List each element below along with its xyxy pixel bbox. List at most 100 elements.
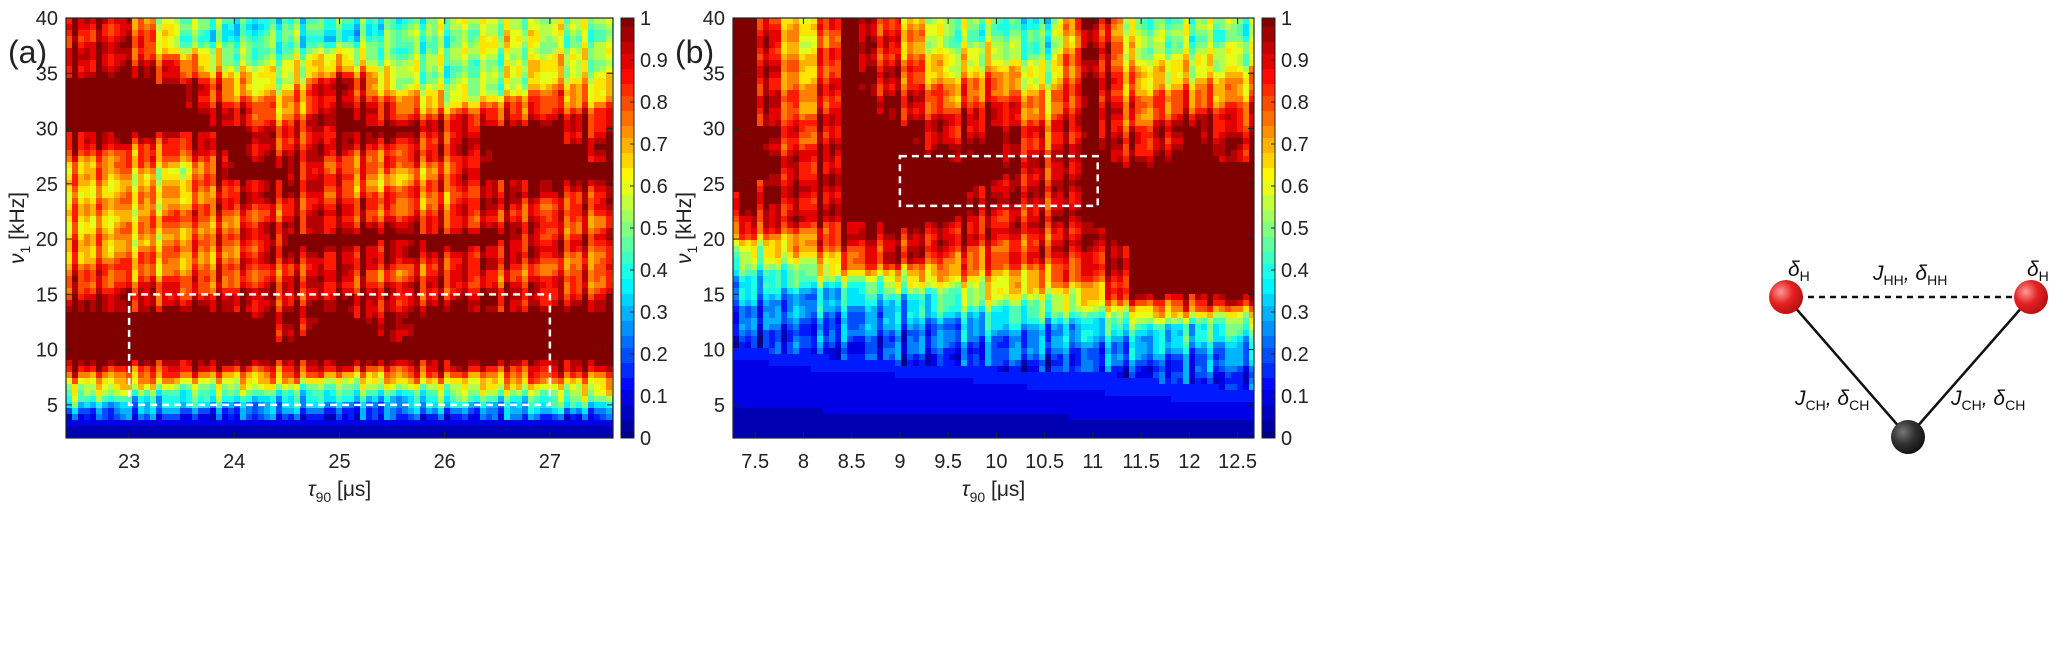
heatmap-cell <box>258 192 264 198</box>
heatmap-cell <box>456 78 462 84</box>
heatmap-cell <box>258 258 264 264</box>
heatmap-cell <box>186 174 192 180</box>
heatmap-cell <box>156 174 162 180</box>
heatmap-cell <box>336 306 342 312</box>
heatmap-cell <box>216 18 222 24</box>
heatmap-cell <box>540 180 546 186</box>
heatmap-cell <box>330 102 336 108</box>
heatmap-cell <box>180 114 186 120</box>
heatmap-cell <box>474 72 480 78</box>
heatmap-cell <box>570 306 576 312</box>
heatmap-cell <box>288 288 294 294</box>
heatmap-cell <box>138 186 144 192</box>
heatmap-cell <box>540 48 546 54</box>
heatmap-cell <box>198 48 204 54</box>
heatmap-cell <box>66 108 72 114</box>
heatmap-cell <box>90 270 96 276</box>
heatmap-cell <box>228 258 234 264</box>
heatmap-cell <box>198 312 204 318</box>
heatmap-cell <box>522 270 528 276</box>
heatmap-cell <box>360 90 366 96</box>
heatmap-cell <box>540 300 546 306</box>
heatmap-cell <box>264 324 270 330</box>
heatmap-cell <box>174 318 180 324</box>
heatmap-cell <box>480 132 486 138</box>
heatmap-cell <box>366 186 372 192</box>
heatmap-cell <box>138 258 144 264</box>
heatmap-cell <box>408 192 414 198</box>
heatmap-cell <box>330 24 336 30</box>
heatmap-cell <box>162 336 168 342</box>
heatmap-cell <box>312 282 318 288</box>
heatmap-cell <box>504 222 510 228</box>
heatmap-cell <box>522 66 528 72</box>
heatmap-cell <box>438 180 444 186</box>
heatmap-cell <box>330 162 336 168</box>
heatmap-cell <box>576 90 582 96</box>
heatmap-cell <box>210 222 216 228</box>
heatmap-cell <box>330 66 336 72</box>
heatmap-cell <box>144 174 150 180</box>
heatmap-cell <box>84 300 90 306</box>
heatmap-cell <box>294 132 300 138</box>
heatmap-cell <box>78 150 84 156</box>
heatmap-cell <box>168 330 174 336</box>
heatmap-cell <box>120 168 126 174</box>
heatmap-cell <box>276 42 282 48</box>
heatmap-cell <box>156 294 162 300</box>
heatmap-cell <box>150 72 156 78</box>
heatmap-cell <box>330 306 336 312</box>
heatmap-cell <box>120 246 126 252</box>
heatmap-cell <box>546 168 552 174</box>
heatmap-cell <box>510 312 516 318</box>
heatmap-cell <box>240 204 246 210</box>
heatmap-cell <box>258 276 264 282</box>
heatmap-cell <box>360 42 366 48</box>
heatmap-cell <box>90 264 96 270</box>
heatmap-cell <box>348 114 354 120</box>
heatmap-cell <box>546 210 552 216</box>
heatmap-cell <box>396 324 402 330</box>
heatmap-cell <box>168 306 174 312</box>
heatmap-cell <box>564 234 570 240</box>
heatmap-cell <box>192 156 198 162</box>
heatmap-cell <box>234 228 240 234</box>
heatmap-cell <box>138 66 144 72</box>
heatmap-cell <box>438 330 444 336</box>
heatmap-cell <box>246 108 252 114</box>
heatmap-cell <box>414 318 420 324</box>
heatmap-cell <box>264 138 270 144</box>
heatmap-cell <box>360 186 366 192</box>
heatmap-cell <box>306 84 312 90</box>
heatmap-cell <box>408 60 414 66</box>
heatmap-cell <box>474 264 480 270</box>
heatmap-cell <box>90 162 96 168</box>
heatmap-cell <box>192 282 198 288</box>
heatmap-cell <box>144 264 150 270</box>
heatmap-cell <box>354 240 360 246</box>
heatmap-cell <box>108 282 114 288</box>
heatmap-cell <box>600 228 606 234</box>
heatmap-cell <box>264 246 270 252</box>
heatmap-cell <box>486 78 492 84</box>
heatmap-cell <box>324 282 330 288</box>
heatmap-cell <box>504 108 510 114</box>
heatmap-cell <box>360 312 366 318</box>
heatmap-cell <box>246 270 252 276</box>
heatmap-cell <box>600 186 606 192</box>
heatmap-cell <box>216 276 222 282</box>
heatmap-cell <box>96 192 102 198</box>
heatmap-cell <box>408 186 414 192</box>
heatmap-cell <box>216 300 222 306</box>
heatmap-cell <box>336 228 342 234</box>
heatmap-cell <box>156 210 162 216</box>
heatmap-cell <box>336 324 342 330</box>
heatmap-cell <box>570 210 576 216</box>
heatmap-cell <box>552 174 558 180</box>
heatmap-cell <box>222 60 228 66</box>
heatmap-cell <box>342 54 348 60</box>
heatmap-cell <box>174 162 180 168</box>
heatmap-cell <box>444 54 450 60</box>
heatmap-cell <box>276 282 282 288</box>
heatmap-cell <box>102 264 108 270</box>
